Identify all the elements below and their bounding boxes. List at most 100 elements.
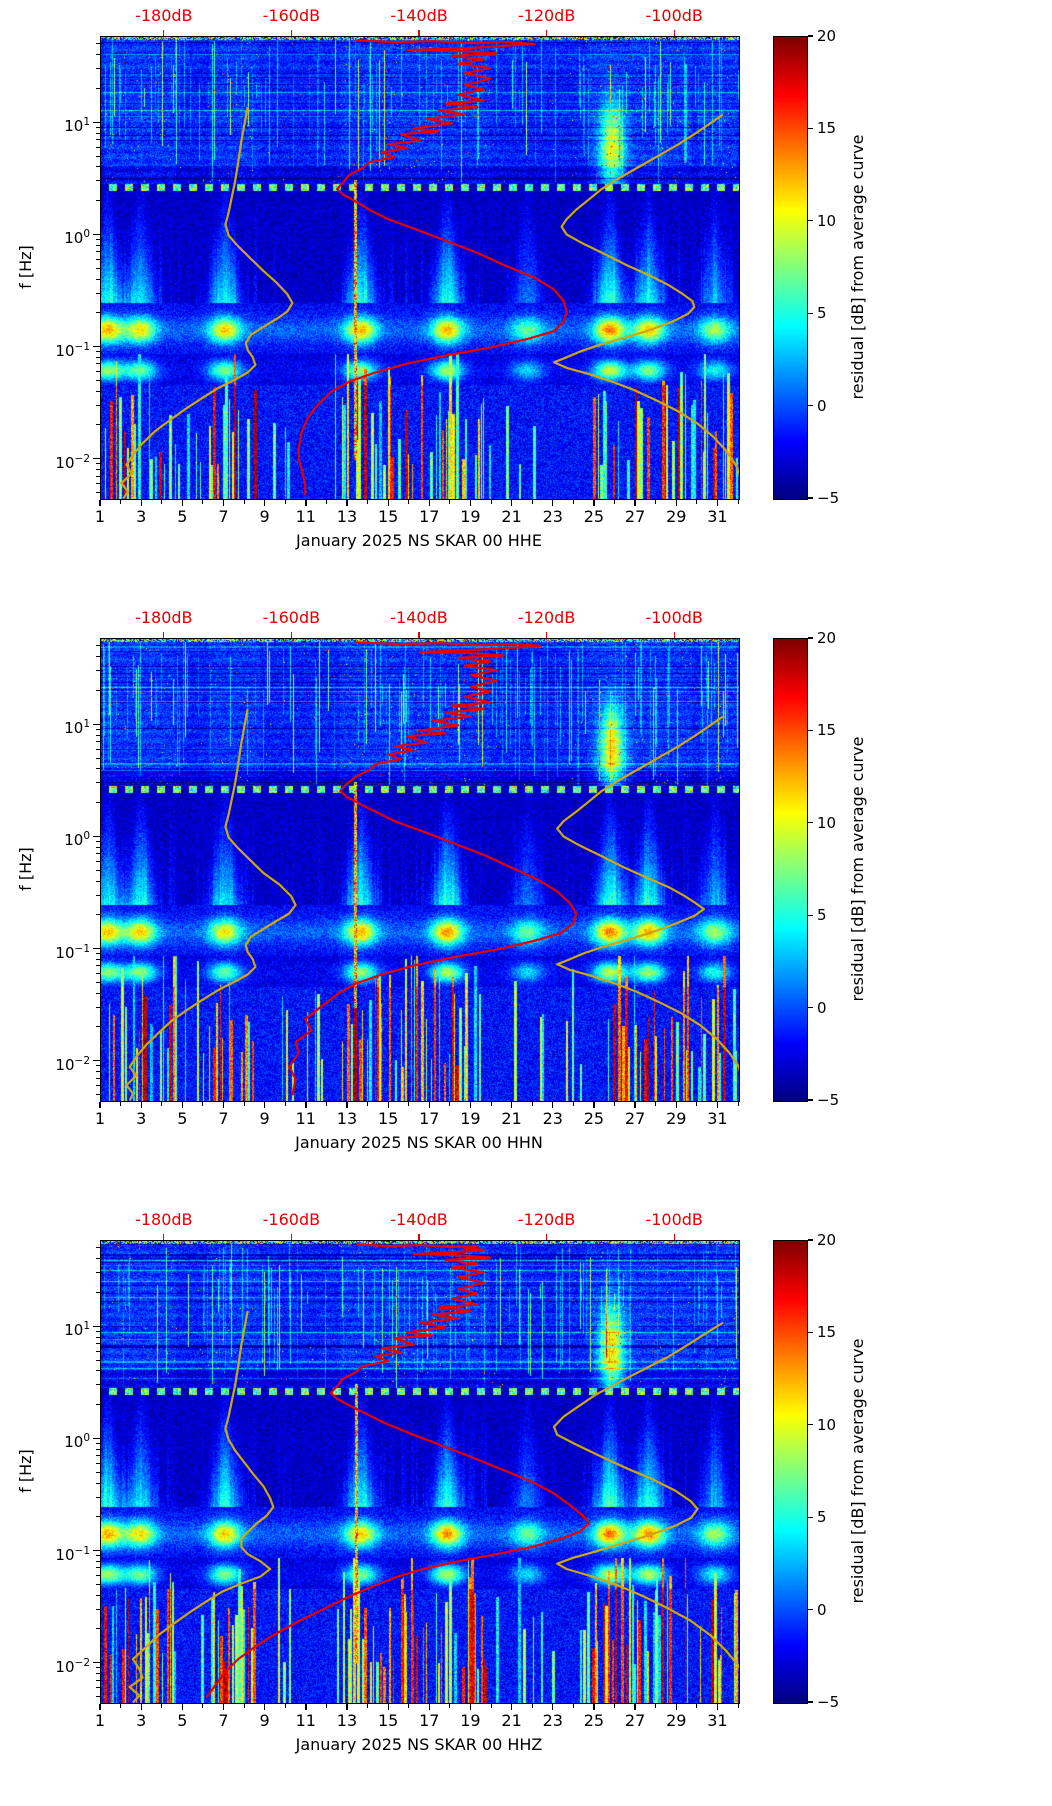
x-minor-tick	[696, 1102, 698, 1106]
x-major-tick	[346, 1102, 348, 1108]
x-tick-label: 11	[295, 1711, 316, 1730]
y-minor-tick	[96, 463, 100, 465]
x-major-tick	[552, 1704, 554, 1710]
top-db-tick-label: -100dB	[645, 608, 703, 627]
y-minor-tick	[96, 88, 100, 90]
x-tick-label: 31	[707, 1711, 728, 1730]
y-tick-label: 10−2	[55, 1656, 90, 1676]
x-major-tick	[593, 1102, 595, 1108]
x-tick-label: 1	[94, 507, 106, 526]
x-major-tick	[428, 1102, 430, 1108]
y-minor-tick	[96, 1258, 100, 1260]
x-tick-label: 31	[707, 507, 728, 526]
y-minor-tick	[96, 1667, 100, 1669]
y-minor-tick	[96, 1673, 100, 1675]
x-minor-tick	[243, 500, 245, 504]
x-major-tick	[387, 1102, 389, 1108]
y-minor-tick	[96, 1696, 100, 1697]
top-db-tick-label: -180dB	[135, 608, 193, 627]
top-db-tick	[290, 632, 293, 638]
colorbar-tick-label: 5	[817, 304, 827, 323]
x-major-tick	[469, 500, 472, 506]
plot-area	[100, 638, 740, 1102]
y-minor-tick	[96, 166, 100, 168]
x-tick-label: 15	[377, 1109, 399, 1128]
y-major-tick	[93, 1060, 100, 1062]
colorbar-tick-label: −5	[817, 489, 840, 507]
yellow-low-percentile-curve	[120, 106, 294, 499]
x-minor-tick	[367, 1102, 369, 1106]
x-major-tick	[181, 500, 184, 506]
y-major-tick	[93, 233, 100, 236]
x-minor-tick	[737, 1704, 739, 1708]
colorbar-tick	[808, 1424, 813, 1426]
x-minor-tick	[737, 500, 739, 504]
x-tick-label: 19	[460, 1711, 481, 1730]
y-tick-label: 100	[64, 830, 90, 850]
y-minor-tick	[96, 1085, 100, 1087]
x-tick-label: 13	[336, 507, 358, 526]
colorbar-tick-label: 15	[817, 1323, 837, 1342]
spectrogram-figure-hhe: -180dB -160dB -140dB -120dB -100dB 1 3 5 7 9 11 13 1…	[0, 0, 1052, 602]
x-major-tick	[675, 1102, 677, 1108]
y-minor-tick	[96, 690, 100, 692]
colorbar-tick-label: 10	[817, 211, 837, 230]
x-minor-tick	[243, 1704, 245, 1708]
x-minor-tick	[367, 500, 369, 504]
x-tick-label: 17	[419, 1711, 440, 1730]
x-major-tick	[346, 1704, 348, 1710]
y-minor-tick	[96, 1336, 100, 1338]
colorbar-tick-label: 0	[817, 396, 827, 415]
x-minor-tick	[408, 1102, 410, 1106]
colorbar-tick-label: 5	[817, 1508, 827, 1527]
x-minor-tick	[490, 500, 492, 504]
y-minor-tick	[96, 155, 100, 157]
y-minor-tick	[96, 351, 100, 353]
x-major-tick	[99, 1102, 101, 1108]
x-major-tick	[222, 1102, 225, 1108]
y-tick-label: 10−2	[55, 452, 90, 472]
y-minor-tick	[96, 1077, 100, 1079]
colorbar-tick	[808, 1239, 813, 1241]
psd-curves-overlay	[120, 39, 739, 499]
y-tick-label: 10−1	[55, 340, 90, 360]
x-minor-tick	[572, 1704, 574, 1708]
x-minor-tick	[202, 1704, 204, 1708]
y-minor-tick	[96, 670, 100, 672]
colorbar-tick	[808, 1608, 813, 1611]
y-minor-tick	[96, 251, 100, 253]
y-minor-tick	[96, 258, 100, 260]
y-minor-tick	[96, 146, 100, 148]
x-tick-label: 25	[583, 1711, 605, 1730]
x-major-tick	[716, 500, 719, 506]
spectrogram-figure-hhz: -180dB -160dB -140dB -120dB -100dB 1 3 5 7 9 11 13 1…	[0, 1204, 1052, 1806]
x-major-tick	[469, 1102, 472, 1108]
x-tick-label: 23	[542, 507, 563, 526]
x-major-tick	[634, 1704, 636, 1710]
colorbar-tick	[808, 1099, 813, 1101]
x-minor-tick	[572, 1102, 574, 1106]
top-db-tick	[673, 30, 675, 36]
y-minor-tick	[96, 1567, 100, 1569]
y-minor-tick	[96, 54, 100, 56]
x-major-tick	[222, 1704, 225, 1710]
y-minor-tick	[96, 853, 100, 855]
x-tick-label: 5	[177, 1711, 188, 1730]
y-minor-tick	[96, 404, 100, 406]
top-db-tick	[545, 632, 548, 638]
top-db-tick	[163, 1234, 165, 1240]
colorbar-tick-label: 15	[817, 119, 837, 138]
y-minor-tick	[96, 1094, 100, 1095]
x-minor-tick	[490, 1704, 492, 1708]
top-db-tick	[163, 632, 165, 638]
x-tick-label: 15	[377, 507, 399, 526]
x-minor-tick	[655, 1102, 657, 1106]
y-minor-tick	[96, 1594, 100, 1596]
x-major-tick	[99, 1704, 101, 1710]
top-db-tick-label: -140dB	[390, 608, 448, 627]
colorbar-tick-label: 5	[817, 906, 827, 925]
y-minor-tick	[96, 292, 100, 294]
y-minor-tick	[96, 1247, 100, 1249]
panel-title: January 2025 NS SKAR 00 HHN	[295, 1133, 543, 1152]
x-major-tick	[140, 1102, 142, 1108]
